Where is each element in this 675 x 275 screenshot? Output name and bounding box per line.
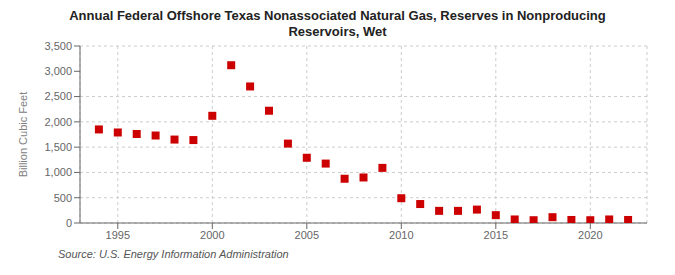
svg-text:2,500: 2,500 (44, 90, 72, 102)
svg-text:3,000: 3,000 (44, 65, 72, 77)
svg-text:3,500: 3,500 (44, 40, 72, 52)
svg-text:2020: 2020 (578, 229, 602, 241)
html-text:Annual Federal Offshore Texas: Annual Federal Offshore Texas Nonassocia… (69, 8, 606, 39)
svg-text:2,000: 2,000 (44, 116, 72, 128)
svg-text:2005: 2005 (295, 229, 319, 241)
svg-text:500: 500 (54, 192, 72, 204)
svg-text:1,000: 1,000 (44, 166, 72, 178)
svg-text:1,500: 1,500 (44, 141, 72, 153)
svg-text:0: 0 (66, 217, 72, 229)
html-text:Source: U.S. Energy Informatio: Source: U.S. Energy Information Administ… (58, 248, 289, 260)
svg-text:Billion Cubic Feet: Billion Cubic Feet (17, 92, 29, 178)
svg-text:2015: 2015 (484, 229, 508, 241)
svg-text:1995: 1995 (106, 229, 130, 241)
svg-text:2000: 2000 (200, 229, 224, 241)
svg-text:2010: 2010 (389, 229, 413, 241)
